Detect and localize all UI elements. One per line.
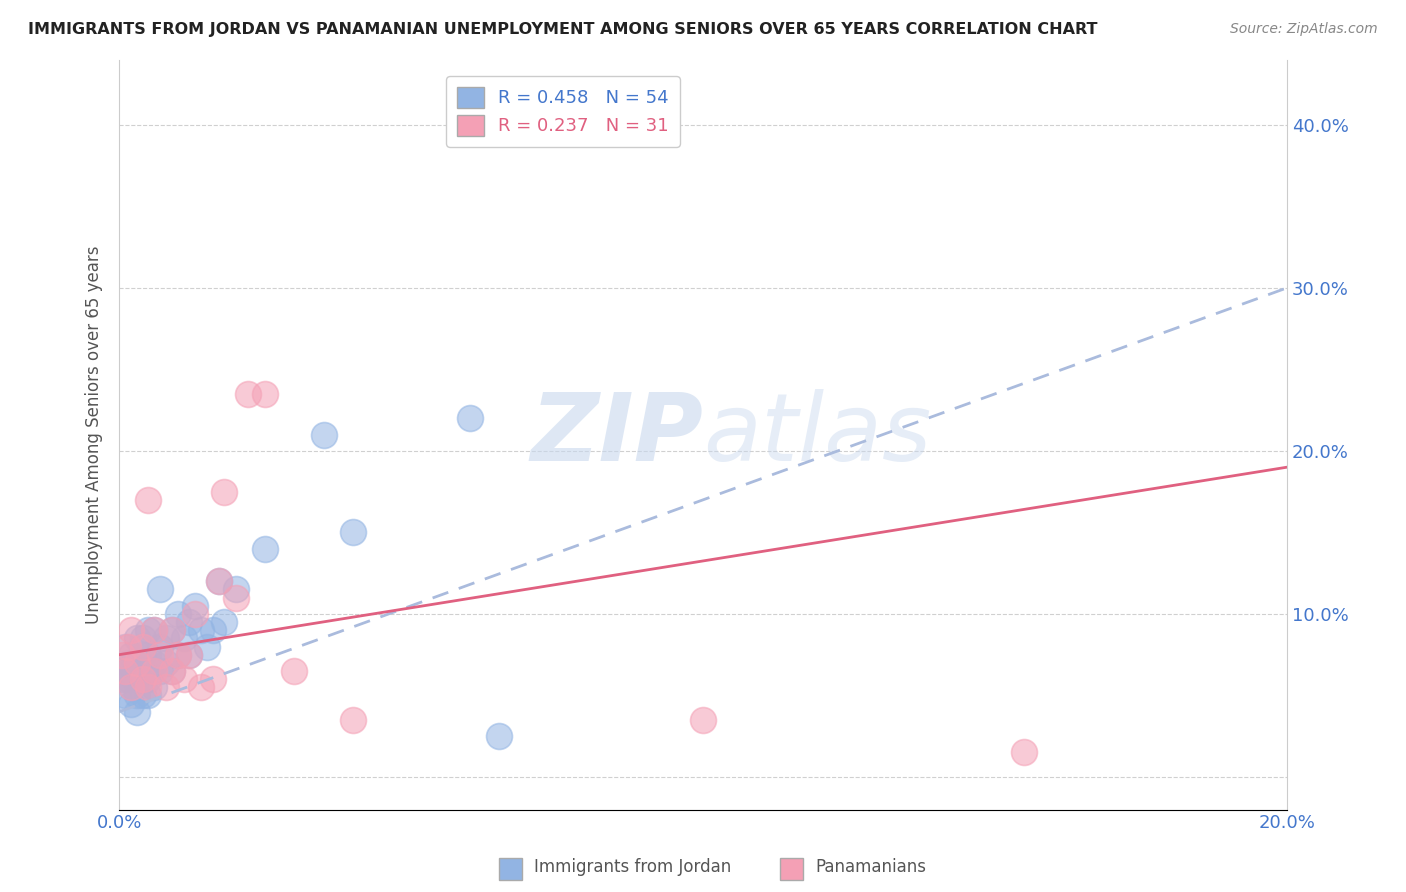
Point bbox=[143, 624, 166, 638]
Point bbox=[254, 386, 277, 401]
Point bbox=[131, 632, 153, 646]
Point bbox=[1014, 746, 1036, 760]
Legend: R = 0.458   N = 54, R = 0.237   N = 31: R = 0.458 N = 54, R = 0.237 N = 31 bbox=[446, 76, 681, 146]
Point bbox=[201, 624, 224, 638]
Point bbox=[254, 541, 277, 556]
Text: Panamanians: Panamanians bbox=[815, 858, 927, 876]
Point bbox=[125, 672, 148, 686]
Point bbox=[155, 680, 177, 694]
Point bbox=[160, 624, 183, 638]
Point bbox=[179, 648, 201, 662]
Point bbox=[125, 689, 148, 703]
Point bbox=[173, 632, 195, 646]
Point bbox=[138, 648, 160, 662]
Point bbox=[149, 640, 172, 654]
Point bbox=[692, 713, 714, 727]
Point bbox=[114, 640, 136, 654]
Point bbox=[114, 689, 136, 703]
Point bbox=[117, 640, 139, 654]
Point bbox=[225, 591, 247, 605]
Point bbox=[111, 648, 134, 662]
Point bbox=[131, 640, 153, 654]
Point bbox=[155, 656, 177, 670]
Point bbox=[125, 632, 148, 646]
Point bbox=[135, 664, 157, 678]
Point bbox=[179, 615, 201, 629]
Point bbox=[149, 582, 172, 597]
Point bbox=[342, 713, 364, 727]
Point bbox=[166, 648, 188, 662]
Point bbox=[458, 411, 481, 425]
Point bbox=[138, 680, 160, 694]
Point bbox=[143, 680, 166, 694]
Point bbox=[155, 632, 177, 646]
Point bbox=[342, 525, 364, 540]
Point bbox=[166, 648, 188, 662]
Point bbox=[179, 648, 201, 662]
Point bbox=[120, 664, 142, 678]
Point bbox=[201, 672, 224, 686]
Text: IMMIGRANTS FROM JORDAN VS PANAMANIAN UNEMPLOYMENT AMONG SENIORS OVER 65 YEARS CO: IMMIGRANTS FROM JORDAN VS PANAMANIAN UNE… bbox=[28, 22, 1098, 37]
Point bbox=[184, 607, 207, 621]
Point bbox=[236, 386, 259, 401]
Point bbox=[190, 624, 212, 638]
Point bbox=[120, 624, 142, 638]
Point bbox=[283, 664, 305, 678]
Point bbox=[160, 664, 183, 678]
Point bbox=[166, 607, 188, 621]
Text: Immigrants from Jordan: Immigrants from Jordan bbox=[534, 858, 731, 876]
Point bbox=[143, 664, 166, 678]
Point bbox=[131, 689, 153, 703]
Point bbox=[143, 656, 166, 670]
Text: ZIP: ZIP bbox=[530, 389, 703, 481]
Point bbox=[173, 672, 195, 686]
Point bbox=[131, 672, 153, 686]
Point bbox=[160, 624, 183, 638]
Point bbox=[214, 615, 236, 629]
Point bbox=[125, 656, 148, 670]
Point bbox=[120, 680, 142, 694]
Point bbox=[114, 664, 136, 678]
Point bbox=[122, 672, 145, 686]
Point bbox=[195, 640, 218, 654]
Point bbox=[312, 427, 335, 442]
Point bbox=[138, 672, 160, 686]
Point bbox=[207, 574, 229, 589]
Point bbox=[117, 672, 139, 686]
Point bbox=[120, 697, 142, 711]
Point bbox=[131, 648, 153, 662]
Point bbox=[190, 680, 212, 694]
Point bbox=[207, 574, 229, 589]
Point bbox=[143, 624, 166, 638]
Text: atlas: atlas bbox=[703, 389, 931, 480]
Point bbox=[225, 582, 247, 597]
Point bbox=[138, 689, 160, 703]
Text: Source: ZipAtlas.com: Source: ZipAtlas.com bbox=[1230, 22, 1378, 37]
Point bbox=[128, 656, 150, 670]
Point bbox=[125, 705, 148, 719]
Point bbox=[149, 648, 172, 662]
Point bbox=[138, 492, 160, 507]
Point bbox=[111, 672, 134, 686]
Point bbox=[131, 672, 153, 686]
Point bbox=[149, 664, 172, 678]
Point bbox=[125, 664, 148, 678]
Point bbox=[184, 599, 207, 613]
Point bbox=[214, 484, 236, 499]
Point bbox=[120, 656, 142, 670]
Point bbox=[488, 729, 510, 743]
Point bbox=[120, 680, 142, 694]
Point bbox=[117, 656, 139, 670]
Point bbox=[160, 664, 183, 678]
Point bbox=[114, 664, 136, 678]
Point bbox=[120, 648, 142, 662]
Y-axis label: Unemployment Among Seniors over 65 years: Unemployment Among Seniors over 65 years bbox=[86, 245, 103, 624]
Point bbox=[138, 624, 160, 638]
